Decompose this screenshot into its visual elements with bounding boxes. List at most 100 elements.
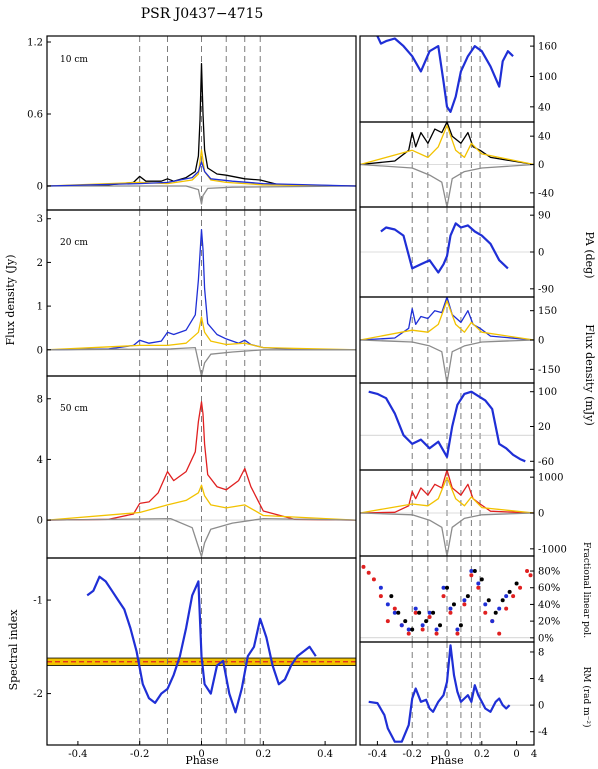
point-frac-linear-10cm	[451, 602, 456, 607]
point-frac-linear-50cm	[420, 627, 425, 632]
ytick-label: -4	[538, 727, 548, 738]
point-frac-linear-20cm	[378, 585, 383, 590]
ytick-label: -1	[33, 596, 43, 607]
point-frac-linear-50cm	[406, 631, 411, 636]
mjy-ylabel: Flux density (mJy)	[583, 324, 596, 426]
point-frac-linear-20cm	[392, 610, 397, 615]
ytick-label: 150	[538, 306, 557, 317]
point-frac-linear-50cm	[378, 594, 383, 599]
series-flux-50cm-I	[47, 401, 356, 521]
point-frac-linear-50cm	[427, 614, 432, 619]
ytick-label: 0	[37, 182, 43, 193]
point-frac-linear-20cm	[462, 598, 467, 603]
ytick-label: 100	[538, 387, 557, 398]
xtick-label: 0	[444, 749, 450, 760]
band-label-20cm: 20 cm	[60, 238, 88, 248]
point-frac-linear-20cm	[455, 627, 460, 632]
panel-flux-20cm: 0 1 2 3	[37, 209, 357, 377]
xtick-label: 4	[531, 749, 537, 760]
point-frac-linear-10cm	[486, 598, 491, 603]
panel-rm: 8 4 0 -4	[359, 641, 548, 746]
panel-frac-linear: 0% 20% 40% 60% 80%	[359, 555, 560, 644]
ytick-label: 40	[538, 132, 551, 143]
series-flux-50cm-L	[47, 484, 356, 521]
series-rm-RM	[368, 644, 511, 743]
point-frac-linear-50cm	[434, 631, 439, 636]
series-pa-10cm-PA	[376, 36, 514, 113]
panel-spectral-index: -1 -2	[33, 557, 357, 746]
panel-pa-10cm: 40 100 160	[359, 35, 557, 123]
point-frac-linear-20cm	[399, 623, 404, 628]
point-frac-linear-20cm	[420, 623, 425, 628]
ytick-label: 20%	[538, 617, 560, 628]
series-pa-20cm-PA	[380, 222, 509, 274]
ytick-label: -2	[33, 689, 43, 700]
ytick-label: -90	[538, 284, 554, 295]
series-flux-20cm-I	[47, 229, 356, 351]
point-frac-linear-50cm	[371, 577, 376, 582]
ytick-label: 0%	[538, 633, 554, 644]
flux-ylabel: Flux density (Jy)	[4, 254, 17, 345]
xtick-label: 0.2	[474, 749, 490, 760]
ytick-label: 2	[37, 258, 43, 269]
ytick-label: -1000	[538, 544, 567, 555]
point-frac-linear-20cm	[476, 581, 481, 586]
point-frac-linear-50cm	[361, 564, 366, 569]
series-pol-10cm-L	[360, 124, 534, 166]
point-frac-linear-50cm	[413, 610, 418, 615]
point-frac-linear-20cm	[434, 627, 439, 632]
ytick-label: 0	[538, 248, 544, 259]
point-frac-linear-20cm	[483, 602, 488, 607]
series-pa-50cm-PA	[368, 390, 526, 463]
series-flux-20cm-L	[47, 316, 356, 351]
point-frac-linear-50cm	[528, 573, 533, 578]
ytick-label: 90	[538, 211, 551, 222]
panel-flux-50cm: 0 4 8	[37, 375, 357, 559]
point-frac-linear-50cm	[504, 606, 509, 611]
point-frac-linear-50cm	[462, 602, 467, 607]
series-flux-10cm-S	[47, 161, 356, 187]
point-frac-linear-50cm	[518, 585, 523, 590]
panel-flux-10cm: 0 0.6 1.2	[27, 35, 357, 211]
point-frac-linear-10cm	[500, 598, 505, 603]
point-frac-linear-20cm	[497, 606, 502, 611]
point-frac-linear-20cm	[427, 610, 432, 615]
series-pol-50cm-V	[360, 512, 534, 556]
point-frac-linear-10cm	[438, 623, 443, 628]
point-frac-linear-20cm	[469, 569, 474, 574]
point-frac-linear-20cm	[490, 619, 495, 624]
ytick-label: 0	[37, 516, 43, 527]
series-flux-20cm-V	[47, 346, 356, 376]
point-frac-linear-50cm	[385, 619, 390, 624]
ytick-label: 20	[538, 422, 551, 433]
point-frac-linear-10cm	[417, 610, 422, 615]
ytick-label: 0	[538, 701, 544, 712]
panel-pol-50cm: 1000 0 -1000	[359, 469, 567, 557]
ytick-label: 60%	[538, 583, 560, 594]
ytick-label: 0	[538, 336, 544, 347]
point-frac-linear-50cm	[476, 585, 481, 590]
point-frac-linear-10cm	[403, 619, 408, 624]
ytick-label: 1	[37, 302, 43, 313]
point-frac-linear-10cm	[472, 569, 477, 574]
ytick-label: 4	[538, 674, 544, 685]
point-frac-linear-50cm	[497, 631, 502, 636]
ytick-label: 100	[538, 72, 557, 83]
ytick-label: 0	[538, 509, 544, 520]
pa-ylabel: PA (deg)	[583, 231, 596, 278]
band-label-50cm: 50 cm	[60, 404, 88, 414]
point-frac-linear-50cm	[483, 610, 488, 615]
ytick-label: -60	[538, 457, 554, 468]
point-frac-linear-50cm	[525, 569, 530, 574]
right-xlabel: Phase	[430, 754, 463, 767]
xtick-label: 0	[513, 749, 519, 760]
point-frac-linear-20cm	[385, 602, 390, 607]
band-label-10cm: 10 cm	[60, 55, 88, 65]
figure-title: PSR J0437−4715	[141, 6, 264, 22]
series-flux-10cm-V	[47, 185, 356, 205]
series-flux-50cm-V	[47, 517, 356, 558]
series-spectral-index-alpha	[86, 575, 317, 714]
point-frac-linear-20cm	[413, 606, 418, 611]
ytick-label: 1.2	[27, 38, 43, 49]
